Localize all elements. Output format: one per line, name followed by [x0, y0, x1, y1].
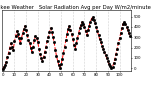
Title: Milwaukee Weather   Solar Radiation Avg per Day W/m2/minute: Milwaukee Weather Solar Radiation Avg pe…: [0, 5, 151, 10]
